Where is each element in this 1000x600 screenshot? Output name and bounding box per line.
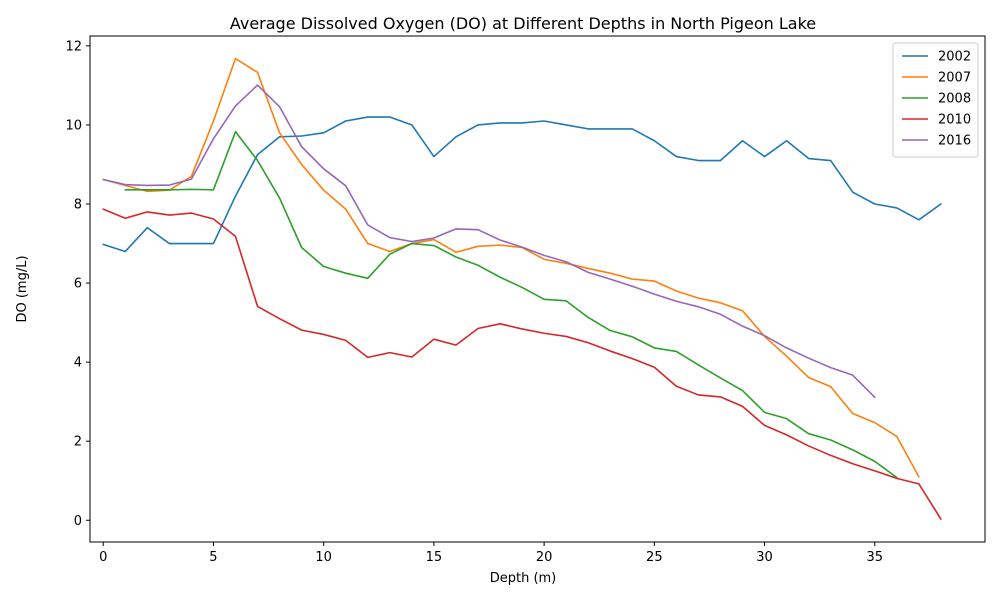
legend-label-2002: 2002 [938,50,971,65]
legend-label-2010: 2010 [938,113,971,128]
y-tick-label: 4 [74,356,82,371]
legend-label-2008: 2008 [938,92,971,107]
plot-frame [89,35,986,543]
x-tick-label: 15 [426,550,443,565]
legend-label-2016: 2016 [938,134,971,149]
x-tick-label: 5 [209,550,217,565]
legend-box [892,42,979,158]
series-line-2008 [124,130,898,479]
series-line-2007 [102,57,920,478]
y-tick-label: 2 [74,435,82,450]
x-tick-label: 30 [756,550,773,565]
x-tick-label: 20 [536,550,553,565]
series-line-2016 [102,84,876,399]
legend: 2002 2007 2008 2010 2016 [892,42,979,158]
y-tick-label: 10 [65,118,82,133]
y-tick-label: 8 [74,198,82,213]
y-axis: 0 2 4 6 8 10 12 [65,39,90,529]
y-tick-label: 12 [65,39,82,54]
y-tick-label: 0 [74,514,82,529]
x-tick-label: 35 [867,550,884,565]
series-line-2002 [102,116,942,253]
chart-title: Average Dissolved Oxygen (DO) at Differe… [230,14,816,33]
x-axis: 0 5 10 15 20 25 30 35 [99,542,883,565]
x-tick-label: 0 [99,550,107,565]
legend-label-2007: 2007 [938,71,971,86]
y-tick-label: 6 [74,277,82,292]
x-axis-title: Depth (m) [490,571,557,586]
plot-lines [102,57,942,520]
series-line-2010 [102,208,942,520]
y-axis-title: DO (mg/L) [15,255,30,322]
x-tick-label: 10 [315,550,332,565]
x-tick-label: 25 [646,550,663,565]
